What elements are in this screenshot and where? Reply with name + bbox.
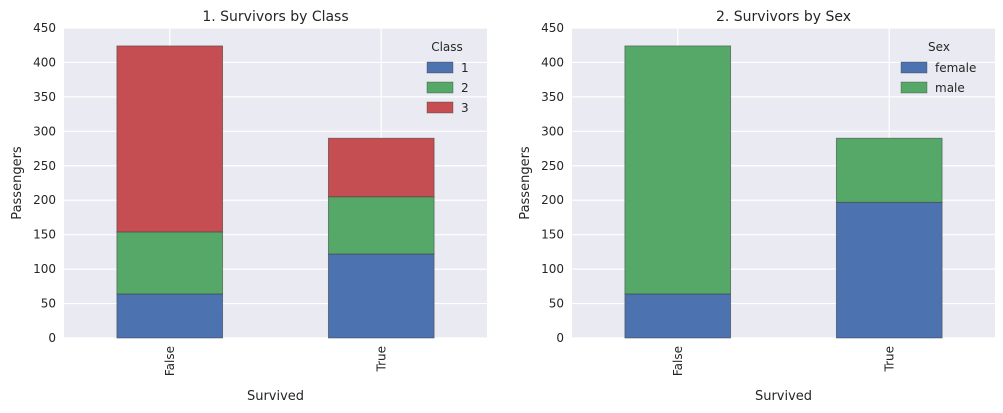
y-tick-label: 450: [541, 21, 564, 35]
bar-true-1: [327, 253, 435, 339]
x-tick-label-true: True: [374, 346, 388, 373]
legend-label-3: 3: [461, 101, 469, 115]
legend-swatch-female: [900, 61, 928, 74]
x-axis-label: Survived: [755, 389, 812, 404]
y-tick-label: 400: [541, 55, 564, 69]
bar-false-male: [624, 45, 732, 295]
y-tick-label: 150: [33, 228, 56, 242]
x-tick-labels: False True: [163, 346, 389, 376]
legend-label-1: 1: [461, 61, 469, 75]
y-tick-label: 0: [48, 331, 56, 345]
bar-false-3: [116, 45, 224, 233]
x-tick-label-false: False: [671, 346, 685, 376]
y-tick-label: 200: [541, 193, 564, 207]
x-axis-label: Survived: [247, 389, 304, 404]
y-tick-label: 250: [33, 159, 56, 173]
legend-label-male: male: [935, 81, 965, 95]
legend-swatch-2: [426, 81, 454, 94]
y-tick-label: 50: [549, 297, 564, 311]
legend-title: Class: [431, 40, 463, 54]
bar-false-2: [116, 231, 224, 295]
y-tick-label: 150: [541, 228, 564, 242]
x-tick-labels: False True: [671, 346, 897, 376]
bar-true-2: [327, 196, 435, 255]
legend-swatch-male: [900, 81, 928, 94]
chart-survivors-by-sex: 0 50 100 150 200 250 300 350 400 450 False True 2.…: [518, 9, 995, 404]
bar-true-male: [835, 137, 943, 203]
legend-label-female: female: [935, 61, 976, 75]
chart-title: 1. Survivors by Class: [202, 9, 348, 25]
legend-swatch-3: [426, 101, 454, 114]
y-tick-labels: 0 50 100 150 200 250 300 350 400 450: [33, 21, 56, 345]
chart-title: 2. Survivors by Sex: [716, 9, 851, 25]
legend-swatch-1: [426, 61, 454, 74]
y-tick-labels: 0 50 100 150 200 250 300 350 400 450: [541, 21, 564, 345]
y-tick-label: 100: [541, 262, 564, 276]
legend: Sex female male: [900, 40, 976, 95]
y-tick-label: 350: [33, 90, 56, 104]
bar-true-female: [835, 201, 943, 339]
y-axis-label: Passengers: [10, 146, 25, 220]
bar-true-3: [327, 137, 435, 198]
legend: Class 1 2 3: [426, 40, 469, 115]
x-tick-label-true: True: [882, 346, 896, 373]
legend-label-2: 2: [461, 81, 469, 95]
bars: [624, 45, 943, 339]
y-tick-label: 400: [33, 55, 56, 69]
y-tick-label: 300: [33, 124, 56, 138]
y-tick-label: 350: [541, 90, 564, 104]
legend-title: Sex: [928, 40, 950, 54]
chart-survivors-by-class: 0 50 100 150 200 250 300 350 400 450 False True 1.…: [10, 9, 487, 404]
y-tick-label: 300: [541, 124, 564, 138]
bars: [116, 45, 435, 339]
y-tick-label: 0: [556, 331, 564, 345]
bar-false-1: [116, 293, 224, 339]
bar-false-female: [624, 293, 732, 339]
y-tick-label: 200: [33, 193, 56, 207]
y-axis-label: Passengers: [518, 146, 533, 220]
y-tick-label: 450: [33, 21, 56, 35]
x-tick-label-false: False: [163, 346, 177, 376]
y-tick-label: 100: [33, 262, 56, 276]
y-tick-label: 250: [541, 159, 564, 173]
y-tick-label: 50: [41, 297, 56, 311]
